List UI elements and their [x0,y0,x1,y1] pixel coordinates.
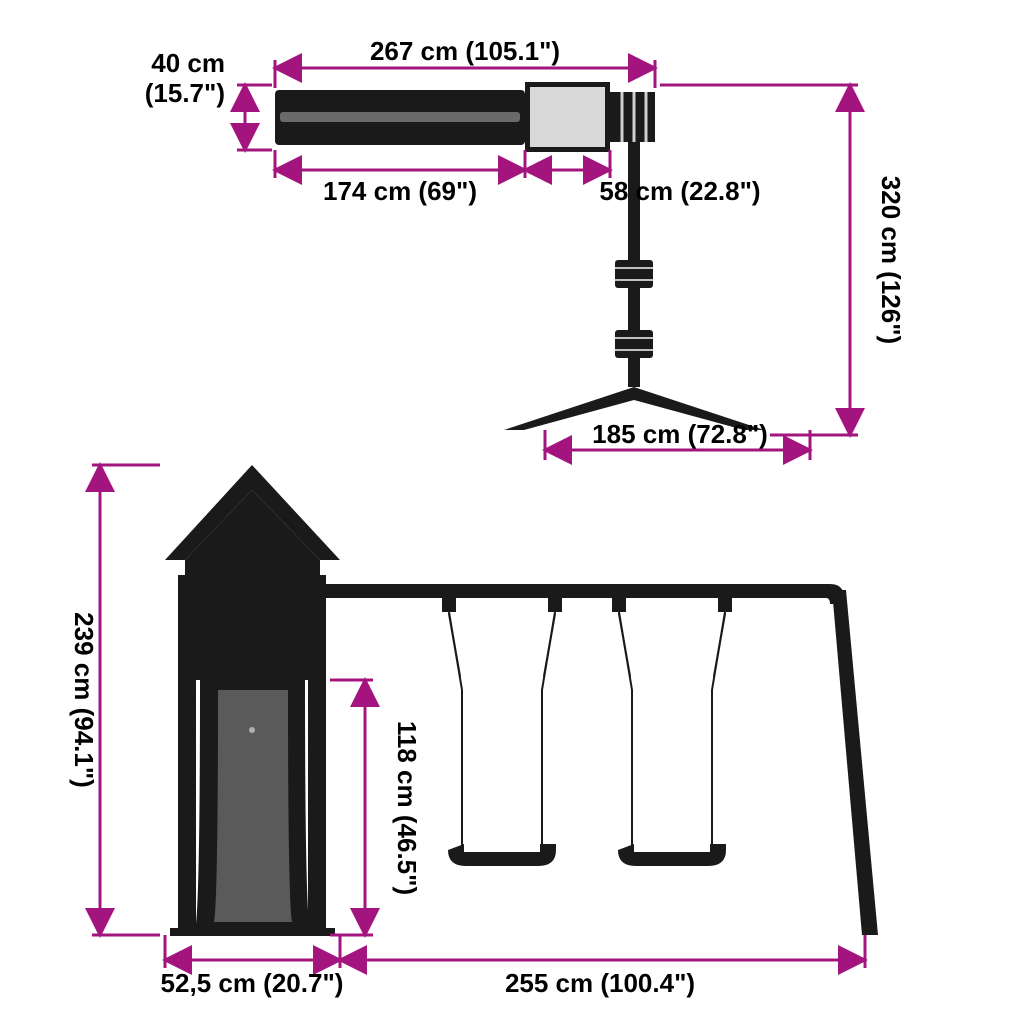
svg-text:255 cm (100.4"): 255 cm (100.4") [505,968,695,998]
topview-swing-connector-1 [615,260,653,288]
frontview-tower-leg-left [178,575,196,933]
topview-tower-inner [530,87,605,147]
svg-text:52,5 cm (20.7"): 52,5 cm (20.7") [161,968,344,998]
frontview-a-frame-bolt [849,769,861,781]
top-view [275,82,764,430]
frontview-a-frame-leg [832,590,878,935]
frontview-tower-box [195,575,310,680]
frontview-base-bar [170,928,335,936]
svg-text:58 cm (22.8"): 58 cm (22.8") [599,176,760,206]
frontview-slide [195,680,310,930]
topview-ladder [610,92,655,142]
svg-text:239 cm (94.1"): 239 cm (94.1") [69,612,99,788]
frontview-tower-leg-right [308,575,326,933]
svg-text:174 cm (69"): 174 cm (69") [323,176,477,206]
frontview-swing-beam [310,584,844,604]
dimension-diagram: 267 cm (105.1") 40 cm(15.7") 174 cm (69") 5… [0,0,1024,1024]
svg-text:118 cm (46.5"): 118 cm (46.5") [392,721,422,895]
frontview-swing-2 [612,598,732,866]
topview-slide-ridge [280,112,520,122]
topview-swing-connector-2 [615,330,653,358]
svg-text:40 cm: 40 cm [151,48,225,78]
frontview-swing-1 [442,598,562,866]
svg-text:(15.7"): (15.7") [145,78,225,108]
svg-text:320 cm (126"): 320 cm (126") [876,176,906,344]
svg-text:185 cm (72.8"): 185 cm (72.8") [592,419,768,449]
svg-text:267 cm (105.1"): 267 cm (105.1") [370,36,560,66]
front-view [165,465,878,936]
